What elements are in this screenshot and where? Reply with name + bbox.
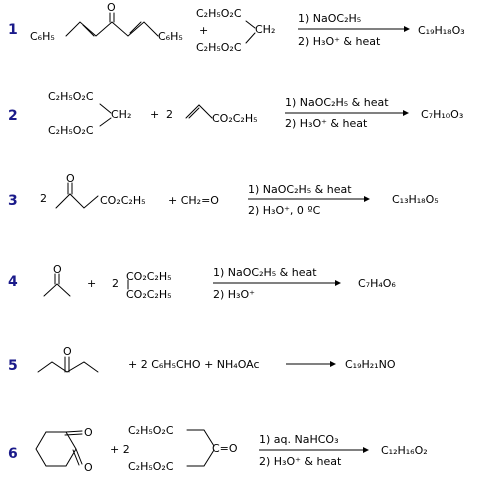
plus-sign: + — [150, 108, 159, 121]
arrow-head — [335, 280, 341, 286]
pentanone-skeleton — [37, 356, 99, 373]
condition-2: 2) H₃O⁺ & heat — [259, 455, 342, 468]
formaldehyde: + CH₂=O — [168, 194, 219, 207]
reaction-number: 1 — [8, 22, 18, 38]
reaction-4: 4 O + 2 CO₂C₂H₅ CO₂C₂H₅ 1) NaOC₂H₅ & hea… — [8, 263, 396, 301]
arrow-head — [404, 26, 410, 32]
reagents: + 2 C₆H₅CHO + NH₄OAc — [128, 358, 260, 371]
carbonyl-oxygen-top: O — [84, 426, 93, 439]
ketodiester-ester-top: C₂H₅O₂C — [128, 424, 174, 437]
product-formula: C₁₉H₁₈O₃ — [418, 24, 465, 37]
malonate-ester-top: C₂H₅O₂C — [196, 7, 242, 20]
malonate-ch2: CH₂ — [255, 23, 275, 36]
ester-group: CO₂C₂H₅ — [100, 194, 146, 207]
reaction-2: 2 C₂H₅O₂C CH₂ C₂H₅O₂C + 2 CO₂C₂H₅ 1) NaO… — [8, 90, 463, 137]
phenyl-right: C₆H₅ — [158, 30, 183, 43]
coefficient: 2 — [40, 192, 47, 205]
product-formula: C₇H₄O₆ — [358, 277, 396, 290]
malonate-ester-top: C₂H₅O₂C — [48, 90, 94, 103]
reaction-6: 6 O O + 2 C₂H₅O₂C C₂H₅O₂C C=O 1) aq. NaH… — [8, 424, 428, 474]
condition-1: 1) aq. NaHCO₃ — [259, 433, 339, 446]
carbonyl-oxygen-bottom: O — [84, 461, 93, 474]
arrow-head — [330, 361, 336, 367]
product-formula: C₁₉H₂₁NO — [345, 358, 396, 371]
plus-sign: + — [87, 277, 96, 290]
phenyl-left: C₆H₅ — [30, 30, 55, 43]
carbonyl-oxygen: O — [66, 172, 75, 185]
condition-2: 2) H₃O⁺ & heat — [298, 35, 381, 48]
plus-coefficient: + 2 — [110, 443, 130, 456]
condition-1: 1) NaOC₂H₅ & heat — [285, 96, 389, 109]
arrow-head — [403, 110, 409, 116]
dienone-skeleton — [65, 12, 159, 37]
malonate-ch2: CH₂ — [111, 108, 131, 121]
plus-sign: + — [199, 24, 208, 37]
condition-1: 1) NaOC₂H₅ — [298, 12, 361, 25]
reaction-3: 3 2 O CO₂C₂H₅ + CH₂=O 1) NaOC₂H₅ & heat … — [8, 172, 439, 217]
carbonyl-oxygen: O — [63, 345, 72, 358]
condition-1: 1) NaOC₂H₅ & heat — [248, 183, 352, 196]
arrow-head — [364, 196, 370, 202]
cyclohexanedione-ring — [35, 430, 83, 467]
reaction-number: 2 — [8, 108, 18, 124]
malonate-ester-bottom: C₂H₅O₂C — [196, 41, 242, 54]
arrow-head — [363, 447, 369, 453]
product-formula: C₁₂H₁₆O₂ — [381, 444, 428, 457]
product-formula: C₇H₁₀O₃ — [421, 108, 463, 121]
acetone-skeleton — [43, 273, 71, 297]
ketodiester-ester-bottom: C₂H₅O₂C — [128, 460, 174, 473]
coefficient: 2 — [166, 108, 173, 121]
coefficient: 2 — [112, 277, 119, 290]
reaction-number: 4 — [8, 274, 18, 290]
condition-1: 1) NaOC₂H₅ & heat — [213, 266, 317, 279]
acrylate-ester: CO₂C₂H₅ — [212, 112, 258, 125]
condition-2: 2) H₃O⁺, 0 ºC — [248, 204, 321, 217]
ketoester-skeleton — [55, 182, 99, 209]
ketodiester-carbonyl: C=O — [212, 442, 238, 455]
reaction-1: 1 C₆H₅ O C₆H₅ + C₂H₅O₂C CH₂ C₂H₅O₂C 1) N… — [8, 1, 465, 54]
ketodiester-skeleton — [186, 429, 215, 467]
reaction-5: 5 O + 2 C₆H₅CHO + NH₄OAc C₁₉H₂₁NO — [8, 345, 396, 374]
acrylate-skeleton — [185, 104, 213, 119]
reaction-number: 3 — [8, 193, 18, 209]
oxalate-ester-bottom: CO₂C₂H₅ — [126, 288, 172, 301]
reaction-number: 5 — [8, 358, 18, 374]
carbonyl-oxygen: O — [53, 263, 62, 276]
condition-2: 2) H₃O⁺ & heat — [285, 117, 368, 130]
oxalate-ester-top: CO₂C₂H₅ — [126, 270, 172, 283]
condition-2: 2) H₃O⁺ — [213, 288, 255, 301]
malonate-ester-bottom: C₂H₅O₂C — [48, 124, 94, 137]
reaction-number: 6 — [8, 446, 18, 462]
product-formula: C₁₃H₁₈O₅ — [392, 193, 439, 206]
carbonyl-oxygen: O — [107, 1, 116, 14]
